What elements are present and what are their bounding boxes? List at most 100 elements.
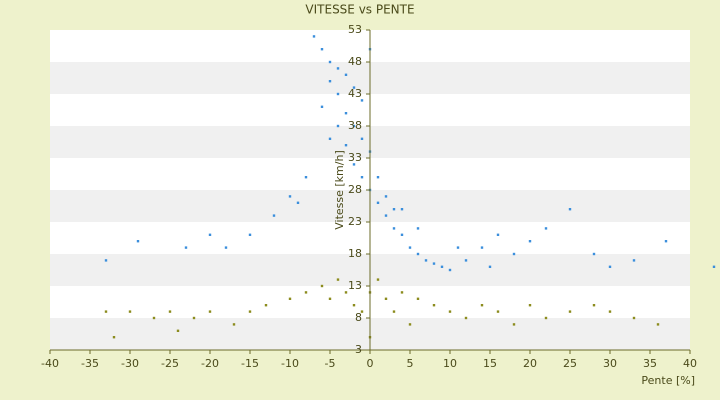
point xyxy=(592,304,596,307)
point xyxy=(392,310,396,313)
point xyxy=(344,112,348,115)
point xyxy=(272,214,276,217)
point xyxy=(568,310,572,313)
point xyxy=(712,265,716,268)
y-tick-label: 43 xyxy=(348,87,362,100)
point xyxy=(464,259,468,262)
point xyxy=(352,86,356,89)
x-tick-label: 15 xyxy=(483,357,497,370)
x-axis-label: Pente [%] xyxy=(641,374,695,387)
point xyxy=(232,323,236,326)
point xyxy=(480,304,484,307)
point xyxy=(352,124,356,128)
point xyxy=(408,246,412,249)
point xyxy=(416,297,420,300)
x-tick-label: -15 xyxy=(241,357,259,370)
x-tick-label: 35 xyxy=(643,357,657,370)
x-tick-label: -10 xyxy=(281,357,299,370)
point xyxy=(328,137,332,140)
point xyxy=(432,262,436,265)
point xyxy=(304,291,308,294)
x-tick-label: 30 xyxy=(603,357,617,370)
point xyxy=(416,227,420,230)
point xyxy=(448,310,452,313)
point xyxy=(248,233,252,236)
point xyxy=(440,265,444,268)
x-tick-label: -30 xyxy=(121,357,139,370)
x-tick-label: -35 xyxy=(81,357,99,370)
x-tick-label: -40 xyxy=(41,357,59,370)
point xyxy=(336,278,340,281)
point xyxy=(360,176,364,179)
x-tick-label: 10 xyxy=(443,357,457,370)
point xyxy=(104,259,108,262)
point xyxy=(432,304,436,307)
y-tick-label: 33 xyxy=(348,151,362,164)
point xyxy=(288,195,292,198)
point xyxy=(512,252,516,256)
point xyxy=(376,176,380,179)
chart-title: VITESSE vs PENTE xyxy=(305,3,414,17)
point xyxy=(568,208,572,211)
point xyxy=(344,144,348,147)
y-tick-label: 53 xyxy=(348,23,362,36)
point xyxy=(376,201,380,204)
point xyxy=(352,163,356,166)
point xyxy=(328,80,332,83)
point xyxy=(328,297,332,300)
point xyxy=(248,310,252,313)
point xyxy=(664,240,668,243)
y-tick-label: 13 xyxy=(348,279,362,292)
point xyxy=(528,304,532,307)
point xyxy=(296,201,300,204)
point xyxy=(360,99,364,102)
point xyxy=(344,291,348,294)
y-tick-label: 28 xyxy=(348,183,362,196)
point xyxy=(312,35,316,38)
x-tick-label: -5 xyxy=(325,357,336,370)
point xyxy=(400,208,404,211)
x-tick-label: 20 xyxy=(523,357,537,370)
point xyxy=(336,124,340,128)
point xyxy=(360,310,364,313)
point xyxy=(384,214,388,217)
point xyxy=(512,323,516,326)
point xyxy=(496,310,500,313)
point xyxy=(304,176,308,179)
point xyxy=(136,240,140,243)
point xyxy=(168,310,172,313)
y-tick-label: 3 xyxy=(355,343,362,356)
point xyxy=(336,67,340,70)
point xyxy=(392,208,396,211)
x-tick-label: 5 xyxy=(407,357,414,370)
y-tick-label: 23 xyxy=(348,215,362,228)
point xyxy=(264,304,268,307)
point xyxy=(608,310,612,313)
point xyxy=(408,323,412,326)
point xyxy=(384,195,388,198)
point xyxy=(376,278,380,281)
point xyxy=(176,329,180,332)
point xyxy=(344,73,348,76)
point xyxy=(320,284,324,288)
point xyxy=(288,297,292,300)
point xyxy=(528,240,532,243)
point xyxy=(336,92,340,96)
point xyxy=(448,268,452,272)
point xyxy=(632,316,636,320)
point xyxy=(208,233,212,236)
point xyxy=(544,227,548,230)
point xyxy=(400,291,404,294)
point xyxy=(424,259,428,262)
point xyxy=(496,233,500,236)
point xyxy=(464,316,468,320)
point xyxy=(416,252,420,256)
point xyxy=(152,316,156,320)
point xyxy=(128,310,132,313)
point xyxy=(320,105,324,108)
y-tick-label: 38 xyxy=(348,119,362,132)
point xyxy=(592,252,596,256)
y-tick-label: 48 xyxy=(348,55,362,68)
point xyxy=(384,297,388,300)
point xyxy=(392,227,396,230)
